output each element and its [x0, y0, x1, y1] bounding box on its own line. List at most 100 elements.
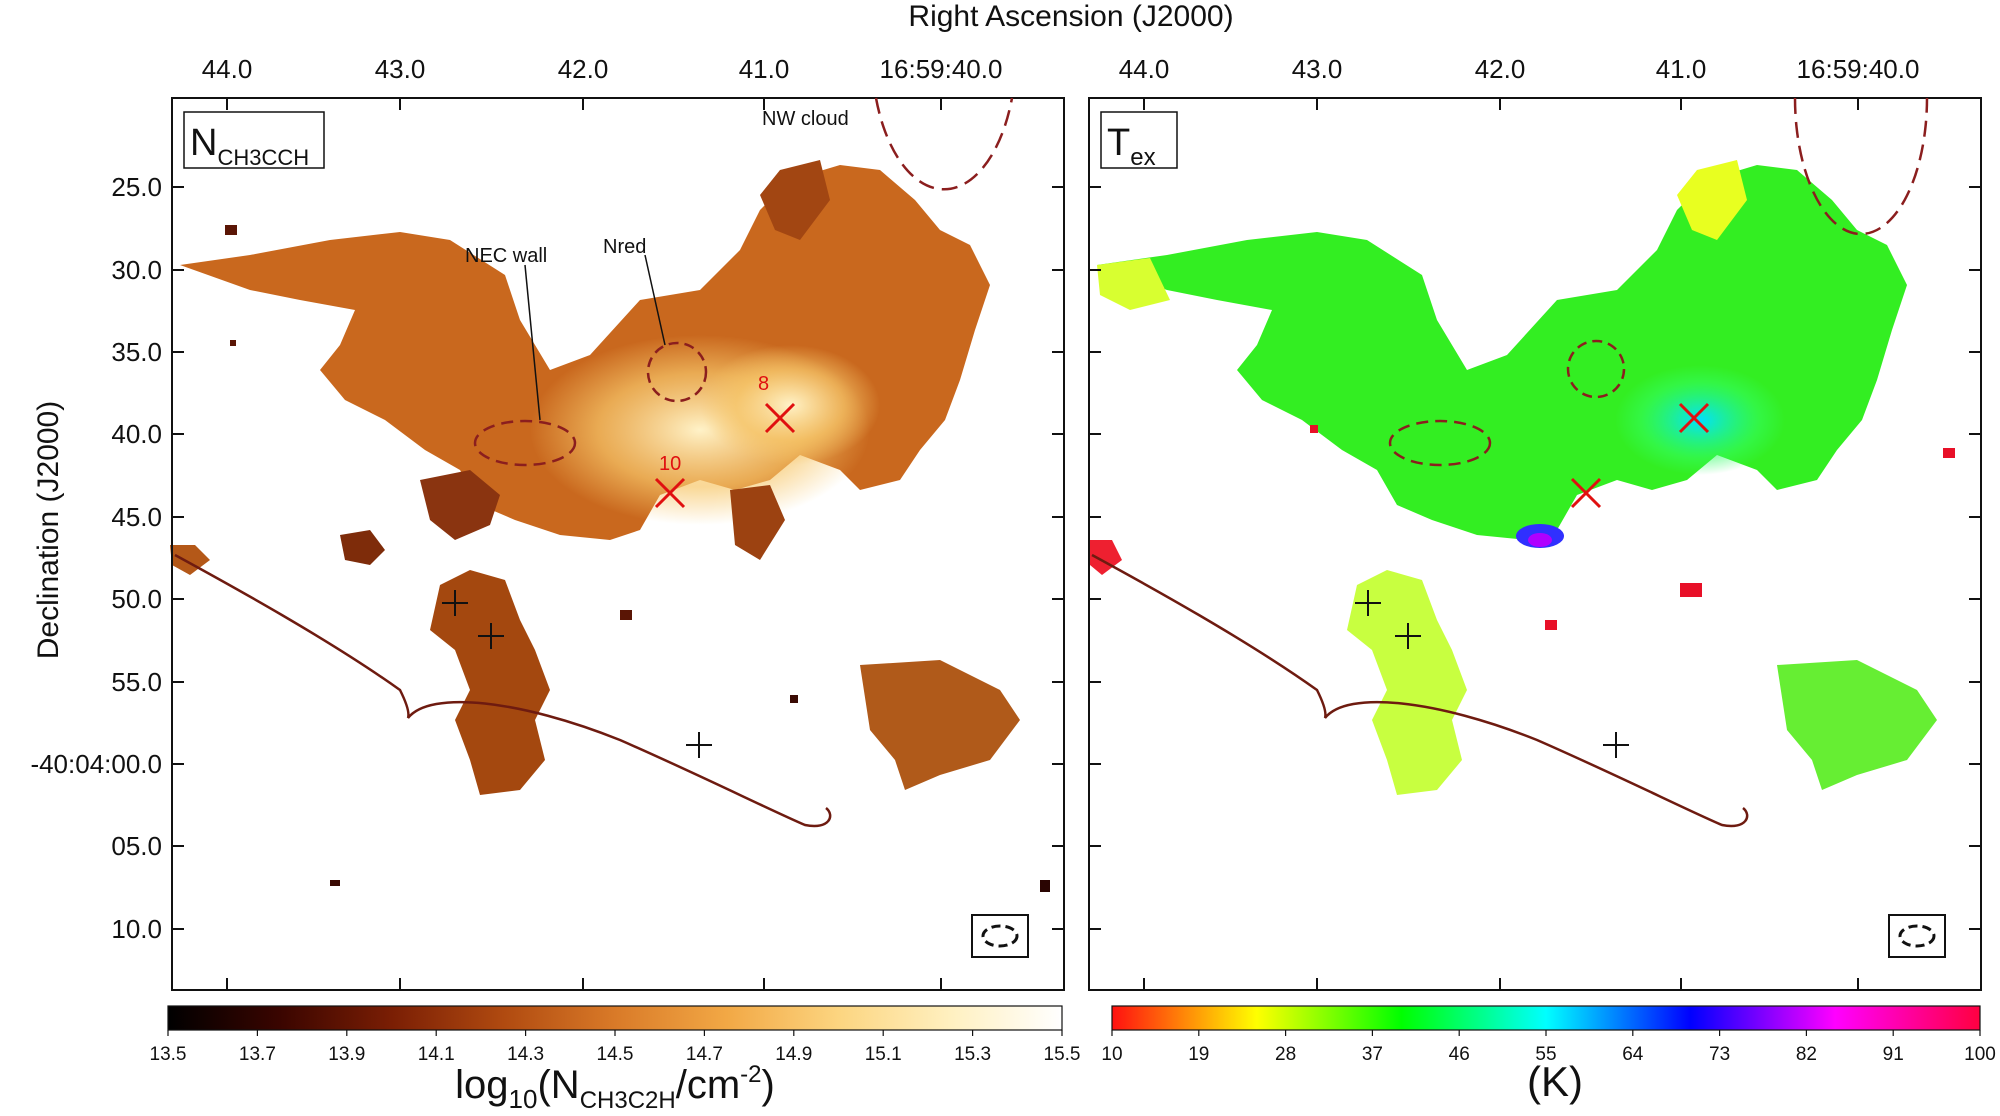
- left-south-cloud: [430, 570, 550, 795]
- ra-tick-label: 42.0: [1475, 54, 1526, 84]
- colorbar-tick-label: 91: [1883, 1044, 1904, 1065]
- right-nec-wall-ellipse: [1388, 419, 1492, 467]
- ra-tick-label: 16:59:40.0: [880, 54, 1003, 84]
- left-colorbar-label-unit: /cm: [676, 1063, 740, 1107]
- right-yellow-west: [1097, 258, 1170, 310]
- left-label-source-8: 8: [758, 373, 769, 395]
- left-plus-marker-2: [478, 623, 504, 649]
- right-panel-label-sub: ex: [1130, 144, 1155, 171]
- left-west-clump: [420, 470, 500, 540]
- ra-tick-label: 43.0: [375, 54, 426, 84]
- right-red-speck-1: [1680, 583, 1702, 597]
- right-plus-marker-3: [1603, 732, 1629, 758]
- left-colorbar-label-end: ): [762, 1063, 775, 1107]
- left-panel: NW cloud NEC wall Nred 8 10 NCH3CCH: [30, 54, 1065, 991]
- left-speck-6: [330, 880, 340, 886]
- left-colorbar-label-main: (N: [537, 1063, 579, 1107]
- colorbar-tick-label: 55: [1535, 1044, 1556, 1065]
- right-outflow-curve: [1091, 553, 1749, 828]
- colorbar-tick-label: 100: [1964, 1044, 1996, 1065]
- colorbar-tick-label: 14.9: [775, 1044, 812, 1065]
- right-east-red: [1090, 540, 1122, 575]
- right-yellow-ne: [1677, 160, 1747, 240]
- left-colorbar-label-exp: -2: [740, 1061, 761, 1088]
- ra-tick-label: 44.0: [1119, 54, 1170, 84]
- colorbar-tick-label: 14.3: [507, 1044, 544, 1065]
- left-x-tick-labels: 44.0 43.0 42.0 41.0 16:59:40.0: [202, 54, 1003, 84]
- left-se-cloud: [860, 660, 1020, 790]
- colorbar-tick-label: 15.3: [954, 1044, 991, 1065]
- left-nred-circle: [646, 341, 708, 403]
- left-tick-marks: [172, 98, 1064, 990]
- colorbar-tick-label: 10: [1101, 1044, 1122, 1065]
- right-colorbar: 10 19 28 37 46 55 64 73 82 91 100 (K): [1101, 1005, 1996, 1105]
- left-colorbar-ticks: 13.5 13.7 13.9 14.1 14.3 14.5 14.7 14.9 15.1 15.3…: [150, 1030, 1080, 1065]
- colorbar-tick-label: 46: [1449, 1044, 1470, 1065]
- right-colorbar-gradient: [1111, 1005, 1981, 1031]
- left-beam-icon: [971, 914, 1029, 958]
- left-label-source-10: 10: [659, 453, 681, 475]
- left-x-marker-10: [654, 477, 686, 509]
- right-beam-icon: [1888, 914, 1946, 958]
- left-speck-2: [230, 340, 236, 346]
- left-nw-lobe: [760, 160, 830, 240]
- left-axis-title: Declination (J2000): [32, 401, 65, 659]
- left-label-nw-cloud: NW cloud: [762, 108, 849, 130]
- colorbar-tick-label: 15.1: [865, 1044, 902, 1065]
- right-south-cloud: [1347, 570, 1467, 795]
- left-nec-wall-pointer: [524, 264, 541, 421]
- right-x-tick-labels: 44.0 43.0 42.0 41.0 16:59:40.0: [1119, 54, 1920, 84]
- left-speck-3: [620, 610, 632, 620]
- dec-tick-label: -40:04:00.0: [30, 749, 162, 779]
- right-main-cloud: [1097, 165, 1907, 540]
- right-panel-label-main: T: [1107, 122, 1130, 164]
- right-red-speck-3: [1545, 620, 1557, 630]
- ra-tick-label: 42.0: [558, 54, 609, 84]
- left-panel-label-sub: CH3CCH: [217, 145, 309, 170]
- left-sw-patch: [340, 530, 385, 565]
- left-nw-cloud-ellipse: [874, 97, 1014, 191]
- right-magenta-spot: [1528, 533, 1552, 547]
- colorbar-tick-label: 82: [1796, 1044, 1817, 1065]
- colorbar-tick-label: 13.5: [150, 1044, 187, 1065]
- left-colorbar-label-prefix: log: [455, 1063, 508, 1107]
- left-x-marker-8: [764, 402, 796, 434]
- colorbar-tick-label: 14.5: [597, 1044, 634, 1065]
- right-panel-label: Tex: [1100, 111, 1178, 171]
- colorbar-tick-label: 37: [1362, 1044, 1383, 1065]
- right-nw-cloud-ellipse: [1793, 97, 1929, 236]
- dec-tick-label: 40.0: [111, 419, 162, 449]
- right-annotations: [1091, 97, 1946, 958]
- left-nred-pointer: [644, 254, 666, 346]
- left-plus-marker-1: [442, 590, 468, 616]
- left-plot-frame: [171, 97, 1065, 991]
- left-outflow-curve: [174, 553, 832, 828]
- dec-tick-label: 45.0: [111, 502, 162, 532]
- left-annotations: NW cloud NEC wall Nred 8 10: [174, 97, 1029, 958]
- ra-tick-label: 43.0: [1292, 54, 1343, 84]
- right-red-speck-4: [1310, 425, 1318, 433]
- right-colorbar-ticks: 10 19 28 37 46 55 64 73 82 91 100: [1101, 1030, 1996, 1065]
- left-nec-wall-ellipse: [473, 419, 577, 467]
- left-plus-marker-3: [686, 732, 712, 758]
- right-panel: Tex 44.0 43.0 42.0 41.0 16:59:40.0: [1088, 54, 1982, 991]
- left-colorbar-label-base: 10: [509, 1084, 538, 1114]
- right-tick-marks: [1089, 98, 1981, 990]
- left-panel-label: NCH3CCH: [183, 111, 325, 170]
- colorbar-tick-label: 73: [1709, 1044, 1730, 1065]
- right-se-cloud: [1777, 660, 1937, 790]
- right-cool-core: [1615, 365, 1785, 475]
- dec-tick-label: 10.0: [111, 914, 162, 944]
- left-label-nred: Nred: [603, 236, 646, 258]
- ra-tick-label: 16:59:40.0: [1797, 54, 1920, 84]
- colorbar-tick-label: 13.9: [328, 1044, 365, 1065]
- colorbar-tick-label: 14.1: [418, 1044, 455, 1065]
- colorbar-tick-label: 64: [1622, 1044, 1644, 1065]
- svg-text:Tex: Tex: [1107, 122, 1156, 171]
- right-heatmap: [1090, 160, 1955, 795]
- left-speck-5: [1040, 880, 1050, 892]
- right-plus-marker-2: [1395, 623, 1421, 649]
- right-x-marker-10: [1570, 477, 1602, 509]
- left-label-nec-wall: NEC wall: [465, 245, 547, 267]
